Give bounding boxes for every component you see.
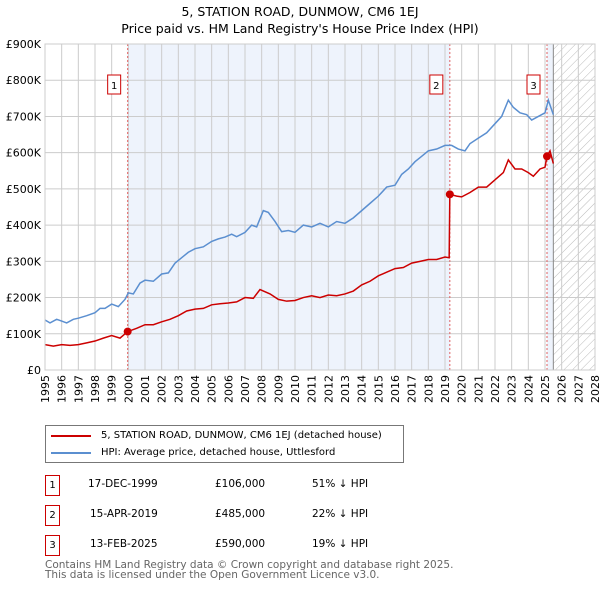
sale-delta: 51% ↓ HPI (312, 478, 369, 490)
x-tick-label: 1997 (72, 375, 85, 403)
sale-point (543, 152, 551, 161)
y-tick-label: £500K (6, 183, 42, 196)
sale-marker: 3 (45, 535, 60, 556)
price-chart: 1995 1996 1997 1998 1999 2000 2001 2002 2003 2004… (6, 38, 600, 403)
sale-label: 3 (530, 81, 536, 92)
plot-border (44, 43, 596, 371)
y-tick-label: £100K (6, 328, 42, 341)
sale-delta: 19% ↓ HPI (312, 538, 369, 550)
footer-line-1: Contains HM Land Registry data © Crown c… (45, 559, 454, 571)
sale-label-box (429, 74, 444, 95)
x-tick-label: 2024 (522, 375, 535, 403)
x-tick-label: 2010 (289, 375, 302, 403)
hpi-line (44, 97, 555, 324)
chart-subtitle: Price paid vs. HM Land Registry's House … (121, 21, 479, 36)
ownership-shade (547, 44, 554, 370)
legend-hpi: HPI: Average price, detached house, Uttl… (101, 447, 336, 458)
sale-label-box (526, 74, 541, 95)
y-tick-label: £300K (6, 255, 42, 268)
sale-row: 2 15-APR-2019 £485,000 22% ↓ HPI (45, 505, 545, 526)
x-tick-label: 2015 (372, 375, 385, 403)
property-line (44, 148, 555, 347)
x-tick-label: 1998 (89, 375, 102, 403)
x-tick-label: 2004 (189, 375, 202, 403)
x-tick-label: 2022 (489, 375, 502, 403)
x-tick-label: 1996 (56, 375, 69, 403)
sale-price: £485,000 (215, 508, 266, 520)
sale-label-box (107, 74, 122, 95)
sale-price: £106,000 (215, 478, 266, 490)
sale-label: 2 (433, 81, 439, 92)
sale-date: 15-APR-2019 (90, 508, 158, 520)
sale-label: 1 (111, 81, 117, 92)
x-tick-label: 2027 (572, 375, 585, 403)
x-tick-label: 2019 (439, 375, 452, 403)
x-tick-label: 2005 (206, 375, 219, 403)
sale-date: 17-DEC-1999 (88, 478, 158, 490)
x-tick-label: 2000 (122, 375, 135, 403)
legend: 5, STATION ROAD, DUNMOW, CM6 1EJ (detach… (45, 425, 404, 463)
x-tick-label: 2017 (406, 375, 419, 403)
x-tick-label: 2006 (222, 375, 235, 403)
x-tick-label: 2003 (172, 375, 185, 403)
sale-price: £590,000 (215, 538, 266, 550)
footer-line-2: This data is licensed under the Open Gov… (45, 569, 380, 581)
x-tick-label: 2009 (272, 375, 285, 403)
y-tick-label: £600K (6, 147, 42, 160)
x-tick-label: 2025 (539, 375, 552, 403)
y-tick-label: £200K (6, 292, 42, 305)
sale-point (123, 327, 132, 336)
legend-property: 5, STATION ROAD, DUNMOW, CM6 1EJ (detach… (101, 430, 382, 441)
x-tick-label: 2028 (589, 375, 600, 403)
x-tick-label: 2011 (306, 375, 319, 403)
property-line-swatch (51, 434, 91, 437)
x-tick-label: 2021 (472, 375, 485, 403)
y-tick-label: £700K (6, 110, 42, 123)
sale-row: 1 17-DEC-1999 £106,000 51% ↓ HPI (45, 475, 545, 496)
sale-marker: 2 (45, 505, 60, 526)
x-tick-label: 2002 (156, 375, 169, 403)
x-tick-label: 2023 (506, 375, 519, 403)
ownership-shade (127, 44, 450, 370)
forecast-hatch (553, 44, 595, 370)
hpi-line-swatch (51, 451, 91, 454)
x-tick-label: 2026 (556, 375, 569, 403)
y-tick-label: £800K (6, 74, 42, 87)
x-tick-label: 2018 (422, 375, 435, 403)
sale-point (445, 190, 454, 199)
x-tick-label: 2013 (339, 375, 352, 403)
x-tick-label: 2014 (356, 375, 369, 403)
x-tick-label: 2012 (322, 375, 335, 403)
x-tick-label: 1995 (39, 375, 52, 403)
x-tick-label: 2001 (139, 375, 152, 403)
footer: Contains HM Land Registry data © Crown c… (45, 559, 454, 581)
x-tick-label: 2020 (456, 375, 469, 403)
y-tick-label: £400K (6, 219, 42, 232)
sale-date: 13-FEB-2025 (90, 538, 158, 550)
y-tick-label: £0 (27, 364, 41, 377)
x-tick-label: 1999 (106, 375, 119, 403)
sale-delta: 22% ↓ HPI (312, 508, 369, 520)
sale-row: 3 13-FEB-2025 £590,000 19% ↓ HPI (45, 535, 545, 556)
y-tick-label: £900K (6, 38, 42, 51)
x-tick-label: 2016 (389, 375, 402, 403)
x-tick-label: 2007 (239, 375, 252, 403)
sale-marker: 1 (45, 475, 60, 496)
chart-title: 5, STATION ROAD, DUNMOW, CM6 1EJ (181, 4, 419, 19)
x-tick-label: 2008 (256, 375, 269, 403)
